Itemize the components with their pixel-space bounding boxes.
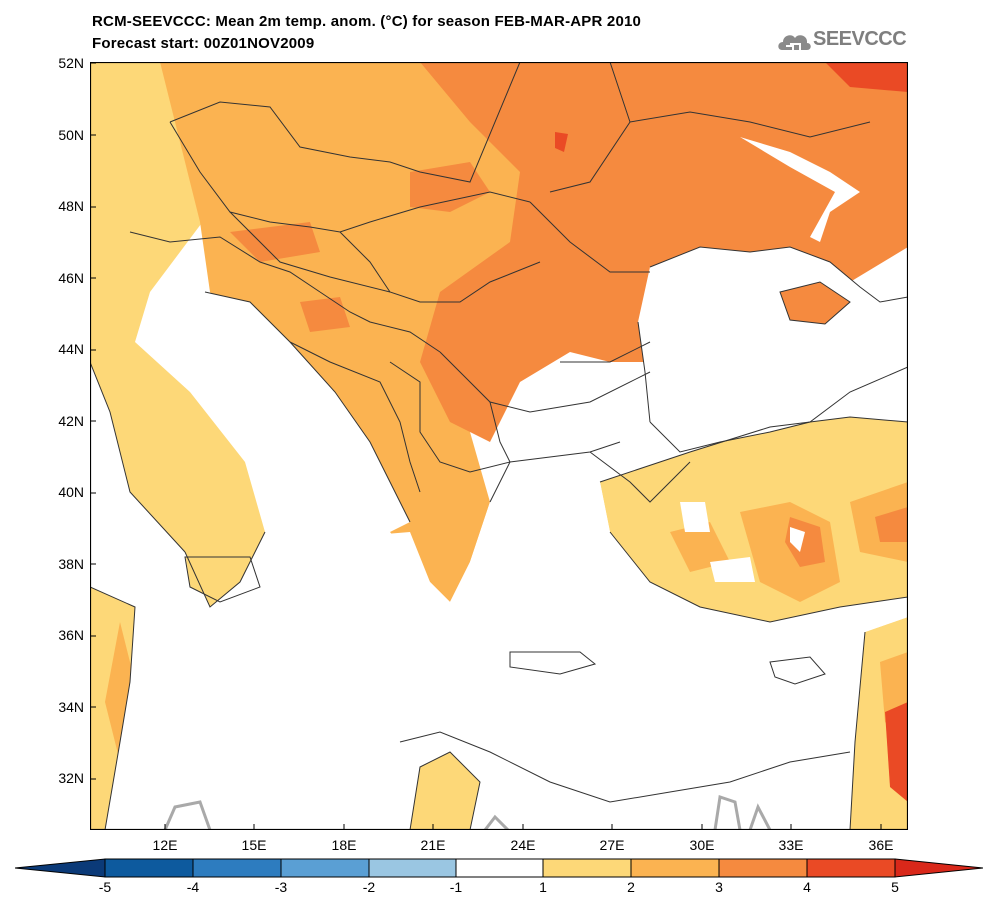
lat-label-40n: 40N	[58, 484, 84, 500]
zero-contour	[163, 795, 772, 830]
lat-label-46n: 46N	[58, 270, 84, 286]
temperature-anomaly-map	[90, 62, 908, 830]
lat-label-36n: 36N	[58, 627, 84, 643]
lon-label-18e: 18E	[331, 837, 357, 853]
lon-label-24e: 24E	[510, 837, 536, 853]
seevccc-logo: SEEVCCC	[776, 24, 916, 58]
lat-label-32n: 32N	[58, 770, 84, 786]
lon-label-33e: 33E	[778, 837, 804, 853]
lat-label-44n: 44N	[58, 341, 84, 357]
forecast-start-label: Forecast start: 00Z01NOV2009	[92, 35, 315, 52]
lon-label-12e: 12E	[152, 837, 178, 853]
colorbar-label: -3	[274, 879, 288, 895]
lon-label-36e: 36E	[868, 837, 894, 853]
colorbar	[15, 858, 983, 878]
colorbar-label: 3	[715, 879, 723, 895]
colorbar-label: -5	[98, 879, 112, 895]
lat-label-48n: 48N	[58, 198, 84, 214]
lat-label-34n: 34N	[58, 699, 84, 715]
anomaly-4-5-region	[555, 62, 908, 802]
colorbar-segment	[455, 858, 544, 878]
lon-label-15e: 15E	[241, 837, 267, 853]
colorbar-label: 2	[627, 879, 635, 895]
colorbar-segment	[718, 858, 808, 878]
lon-label-21e: 21E	[420, 837, 446, 853]
colorbar-label: 5	[891, 879, 899, 895]
colorbar-label: -1	[449, 879, 463, 895]
colorbar-label: -4	[186, 879, 200, 895]
lat-label-38n: 38N	[58, 556, 84, 572]
lat-label-52n: 52N	[58, 55, 84, 71]
lon-label-27e: 27E	[599, 837, 625, 853]
axis-ticks	[90, 62, 882, 830]
colorbar-label: 4	[803, 879, 811, 895]
low-anomaly-gaps	[90, 137, 908, 830]
colorbar-segment	[280, 858, 370, 878]
colorbar-segment	[630, 858, 720, 878]
colorbar-label: -2	[362, 879, 376, 895]
lon-label-30e: 30E	[689, 837, 715, 853]
colorbar-segment	[104, 858, 194, 878]
colorbar-segment	[368, 858, 457, 878]
country-boundaries	[90, 62, 908, 830]
cloud-icon	[778, 35, 811, 52]
colorbar-under-arrow	[15, 858, 106, 878]
lat-label-50n: 50N	[58, 127, 84, 143]
logo-text: SEEVCCC	[813, 28, 907, 50]
colorbar-segment	[542, 858, 632, 878]
lat-label-42n: 42N	[58, 413, 84, 429]
colorbar-over-arrow	[894, 858, 983, 878]
colorbar-segment	[192, 858, 282, 878]
colorbar-label: 1	[539, 879, 547, 895]
map-title: RCM-SEEVCCC: Mean 2m temp. anom. (°C) fo…	[92, 13, 642, 30]
colorbar-segment	[806, 858, 896, 878]
